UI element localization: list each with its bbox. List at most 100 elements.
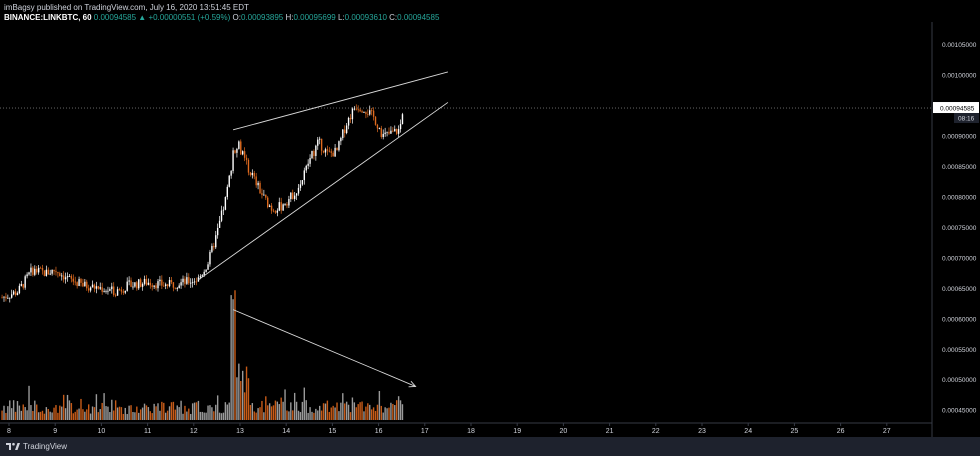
candle-body	[147, 282, 150, 285]
volume-bar	[378, 390, 381, 420]
candle-body	[367, 113, 369, 115]
volume-bar	[345, 401, 348, 420]
volume-bar	[134, 412, 136, 420]
candle-body	[59, 273, 61, 277]
footer-bar: TradingView	[0, 437, 980, 456]
candle-body	[353, 108, 356, 110]
candle-body	[191, 282, 194, 284]
volume-bar	[382, 412, 384, 420]
candle-body	[97, 286, 100, 289]
volume-bar	[401, 404, 404, 420]
symbol-label[interactable]: BINANCE:LINKBTC, 60	[4, 13, 92, 22]
candle-body	[351, 108, 354, 120]
volume-bar	[141, 407, 144, 420]
low-label: L:	[337, 13, 345, 22]
countdown-label: 08:16	[958, 116, 975, 123]
volume-bar	[292, 410, 294, 420]
candle-body	[305, 165, 307, 171]
volume-divergence-arrow-line[interactable]	[232, 309, 416, 387]
x-tick-label: 23	[698, 428, 706, 435]
candle-body	[342, 129, 344, 139]
candle-body	[311, 151, 313, 159]
volume-bar	[78, 408, 80, 420]
tradingview-logo-icon	[6, 442, 20, 450]
candle-body	[163, 285, 165, 287]
x-tick-label: 21	[606, 428, 614, 435]
volume-bar	[326, 400, 329, 420]
volume-bar	[357, 404, 359, 420]
candle-body	[186, 277, 188, 284]
y-tick-label: 0.00065000	[942, 286, 977, 293]
candle-body	[345, 125, 348, 134]
volume-bar	[290, 402, 292, 420]
last-price-box	[933, 102, 979, 114]
candle-body	[89, 287, 92, 291]
candle-body	[216, 227, 219, 236]
volume-bar	[351, 397, 354, 420]
volume-bar	[188, 408, 190, 420]
candle-body	[340, 138, 342, 142]
volume-bar	[324, 403, 327, 420]
candle-body	[274, 211, 277, 213]
volume-bar	[180, 400, 182, 420]
volume-bar	[59, 405, 61, 420]
volume-bar	[139, 409, 142, 420]
volume-bar	[399, 400, 402, 420]
candle-body	[124, 290, 126, 293]
candle-body	[215, 235, 217, 248]
volume-bar	[272, 405, 275, 420]
candle-body	[324, 149, 327, 153]
candle-body	[295, 193, 298, 196]
candle-body	[66, 276, 69, 278]
candle-body	[365, 112, 367, 114]
volume-bar	[95, 394, 98, 420]
candle-body	[363, 112, 365, 113]
x-tick-label: 16	[375, 428, 383, 435]
volume-bar	[240, 381, 242, 420]
candle-body	[10, 294, 13, 298]
candle-body	[226, 186, 228, 198]
candle-body	[332, 152, 334, 157]
volume-bar	[203, 412, 205, 420]
candle-body	[388, 131, 390, 134]
price-chart[interactable]: 0.00045000 0.00050000 0.00055000 0.00060000…	[0, 0, 980, 437]
rising-wedge-lower-line[interactable]	[198, 102, 449, 281]
candle-body	[359, 109, 361, 112]
candle-body	[174, 287, 177, 289]
publish-info: imBagsy published on TradingView.com, Ju…	[4, 3, 249, 12]
volume-bar	[120, 407, 123, 420]
candle-body	[122, 291, 125, 293]
rising-wedge-upper-line[interactable]	[232, 71, 449, 131]
candle-body	[380, 128, 382, 137]
volume-bar	[305, 400, 307, 420]
candle-body	[20, 284, 23, 286]
candle-body	[282, 204, 284, 211]
volume-bar	[218, 412, 221, 420]
candle-body	[209, 251, 211, 265]
candle-body	[62, 275, 65, 280]
candle-body	[74, 281, 76, 283]
candle-body	[230, 170, 232, 176]
candle-body	[255, 176, 257, 186]
x-tick-label: 8	[7, 428, 11, 435]
volume-bar	[207, 405, 209, 420]
candle-body	[109, 289, 111, 291]
candle-body	[278, 202, 280, 211]
candle-body	[34, 268, 36, 275]
candle-body	[180, 282, 182, 286]
candle-body	[84, 281, 86, 287]
candle-body	[315, 145, 317, 156]
volume-bar	[224, 402, 227, 420]
volume-bar	[307, 412, 309, 420]
high-label: H:	[285, 13, 294, 22]
volume-bar	[193, 402, 196, 420]
tradingview-logo[interactable]: TradingView	[6, 441, 67, 451]
candle-body	[188, 277, 190, 284]
candle-body	[253, 172, 255, 177]
volume-bar	[330, 407, 332, 420]
open-label: O:	[232, 13, 241, 22]
volume-bar	[197, 400, 200, 420]
candle-body	[267, 197, 269, 207]
candle-body	[12, 291, 15, 295]
candle-body	[164, 284, 167, 287]
